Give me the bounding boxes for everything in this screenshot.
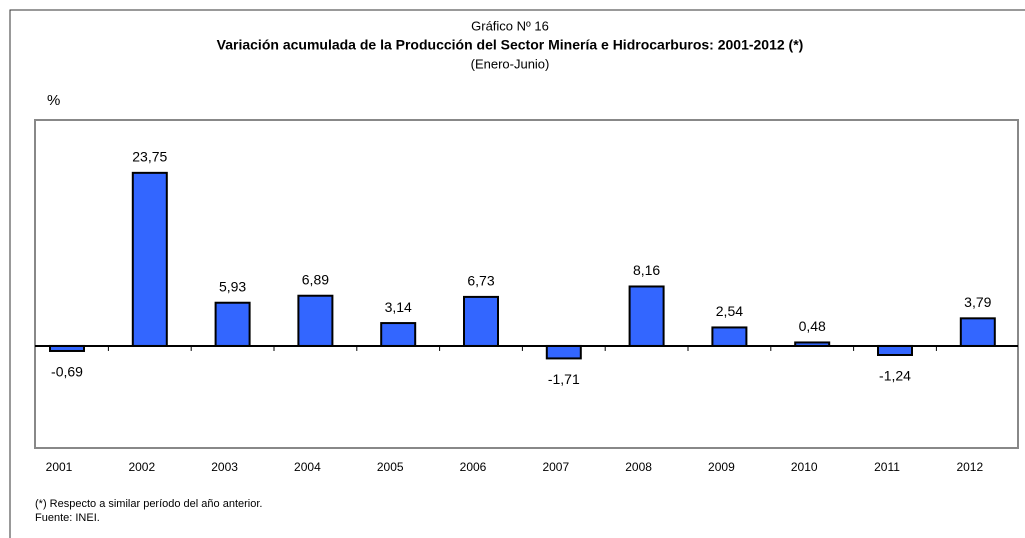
bar xyxy=(131,171,168,347)
data-label: 3,14 xyxy=(385,299,412,315)
x-tick-label: 2012 xyxy=(956,460,983,474)
bar xyxy=(628,285,665,347)
data-label: 0,48 xyxy=(799,318,826,334)
data-label: 8,16 xyxy=(633,262,660,278)
x-tick-label: 2009 xyxy=(708,460,735,474)
data-label: 5,93 xyxy=(219,278,246,294)
y-axis-label: % xyxy=(47,92,60,109)
bar xyxy=(711,326,748,347)
bar xyxy=(877,344,913,356)
data-label: 6,73 xyxy=(467,273,494,289)
plot-area xyxy=(34,119,1019,449)
bar xyxy=(463,295,499,347)
note: (*) Respecto a similar período del año a… xyxy=(35,498,262,510)
x-tick-label: 2006 xyxy=(460,460,487,474)
x-tick-label: 2011 xyxy=(874,460,900,474)
chart-supertitle: Gráfico Nº 16 xyxy=(471,18,549,33)
x-tick-label: 2004 xyxy=(294,460,321,474)
data-label: -1,71 xyxy=(548,371,580,387)
x-tick-label: 2001 xyxy=(46,460,73,474)
x-tick-label: 2005 xyxy=(377,460,404,474)
x-tick-label: 2008 xyxy=(625,460,652,474)
x-tick-label: 2003 xyxy=(211,460,238,474)
x-tick-label: 2002 xyxy=(128,460,155,474)
note: Fuente: INEI. xyxy=(35,512,100,524)
x-tick-label: 2007 xyxy=(542,460,569,474)
frame xyxy=(9,9,1025,538)
data-label: -1,24 xyxy=(879,368,911,384)
data-label: -0,69 xyxy=(51,364,83,380)
bar xyxy=(545,344,582,360)
data-label: 6,89 xyxy=(302,271,329,287)
bar xyxy=(380,322,417,347)
chart-subtitle: (Enero-Junio) xyxy=(471,56,550,71)
chart-title: Variación acumulada de la Producción del… xyxy=(217,37,804,53)
bar xyxy=(214,301,251,347)
data-label: 23,75 xyxy=(132,149,167,165)
data-label: 3,79 xyxy=(964,294,991,310)
bar xyxy=(959,317,996,347)
data-label: 2,54 xyxy=(716,303,743,319)
x-tick-label: 2010 xyxy=(791,460,818,474)
bar xyxy=(297,294,334,347)
